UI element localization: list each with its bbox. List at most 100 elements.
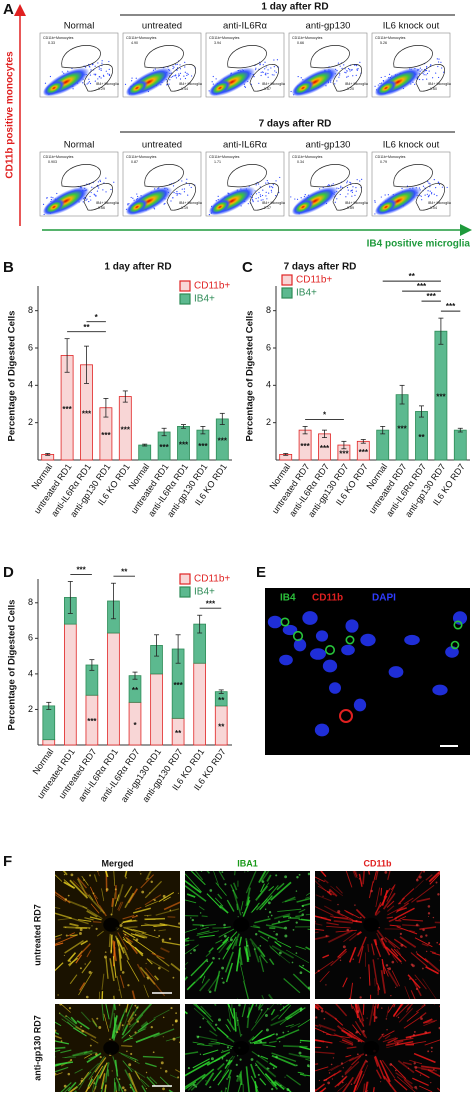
- significance: ***: [173, 681, 183, 690]
- speckle: [145, 1088, 148, 1090]
- fiber: [265, 924, 285, 930]
- fiber: [217, 1062, 225, 1071]
- fiber: [230, 884, 238, 899]
- speckle: [322, 1031, 325, 1033]
- fiber: [424, 958, 440, 973]
- event-dot: [184, 71, 186, 73]
- fiber: [113, 1017, 116, 1041]
- fiber: [341, 1039, 354, 1046]
- fiber: [376, 929, 388, 943]
- fiber: [362, 871, 366, 885]
- event-dot: [257, 200, 259, 202]
- fiber: [104, 871, 109, 878]
- speckle: [278, 951, 282, 955]
- fiber: [236, 957, 240, 968]
- event-dot: [61, 71, 63, 73]
- plot-label: anti-IL6Rα: [223, 21, 268, 32]
- gate: [415, 183, 445, 211]
- fiber: [349, 982, 354, 999]
- gate-label: CD11b+Monocytes: [43, 155, 74, 159]
- fiber: [94, 1074, 99, 1090]
- fiber: [77, 877, 88, 889]
- speckle: [320, 1009, 324, 1013]
- lesion: [363, 1041, 380, 1055]
- fiber: [105, 1062, 109, 1083]
- fiber: [55, 890, 56, 892]
- speckle: [400, 943, 404, 947]
- event-dot: [427, 190, 429, 192]
- nucleus: [345, 619, 359, 633]
- fiber: [70, 934, 78, 937]
- speckle: [222, 1056, 224, 1059]
- event-dot: [350, 182, 352, 184]
- fiber: [413, 1052, 436, 1064]
- fiber: [209, 1030, 218, 1037]
- fiber: [219, 904, 229, 914]
- speckle: [341, 1081, 344, 1084]
- speckle: [95, 1053, 98, 1056]
- speckle: [83, 879, 85, 881]
- fiber: [250, 1063, 257, 1079]
- fiber: [113, 1004, 117, 1011]
- event-dot: [270, 67, 272, 69]
- fiber: [230, 931, 238, 939]
- fiber: [221, 1055, 236, 1079]
- fiber: [270, 1015, 293, 1027]
- speckle: [301, 913, 305, 916]
- speckle: [299, 1008, 303, 1011]
- gate-label: CD11b+Monocytes: [126, 155, 157, 159]
- fiber: [296, 897, 310, 903]
- fiber: [232, 882, 238, 891]
- legend-swatch: [179, 293, 191, 305]
- fiber: [153, 1009, 170, 1019]
- fiber: [421, 1068, 434, 1072]
- gate-value: 5.26: [380, 41, 387, 45]
- fiber: [200, 926, 209, 930]
- fiber: [299, 1045, 310, 1051]
- legend-label: CD11b+: [296, 275, 332, 286]
- event-dot: [427, 196, 430, 198]
- flow-panels: 1 day after RDNormalCD11b+Monocytes0.33I…: [39, 2, 455, 217]
- speckle: [223, 934, 227, 938]
- fiber: [402, 918, 423, 922]
- speckle: [298, 1051, 302, 1055]
- speckle: [328, 890, 331, 893]
- speckle: [153, 929, 156, 932]
- fiber: [226, 1018, 236, 1031]
- speckle: [191, 918, 195, 922]
- fiber: [288, 1052, 310, 1060]
- speckle: [127, 984, 130, 987]
- speckle: [267, 901, 271, 905]
- y-tick-label: 6: [266, 342, 271, 352]
- speckle: [79, 928, 83, 932]
- fiber: [126, 1016, 135, 1026]
- fiber: [122, 930, 136, 939]
- event-dot: [374, 85, 376, 87]
- y-tick-label: 4: [28, 380, 33, 390]
- fiber: [381, 958, 386, 975]
- fiber: [97, 838, 102, 850]
- event-dot: [438, 183, 441, 186]
- event-dot: [260, 199, 262, 201]
- ib4-signal: [292, 630, 304, 642]
- x-axis-label: IB4 positive microglia: [367, 239, 471, 250]
- event-dot: [105, 191, 107, 193]
- fiber: [271, 1052, 297, 1063]
- speckle: [55, 1029, 57, 1032]
- fiber: [374, 1055, 386, 1080]
- fiber: [380, 970, 386, 994]
- speckle: [323, 1079, 326, 1082]
- event-dot: [173, 66, 175, 68]
- speckle: [160, 1067, 162, 1069]
- event-dot: [297, 75, 299, 78]
- y-tick-label: 8: [266, 305, 271, 315]
- fiber: [200, 1005, 212, 1018]
- fiber: [344, 909, 360, 919]
- event-dot: [90, 69, 92, 71]
- fiber: [124, 1037, 134, 1041]
- speckle: [270, 914, 273, 917]
- event-dot: [97, 181, 100, 183]
- fiber: [123, 926, 138, 929]
- fiber: [297, 1018, 310, 1028]
- fiber: [402, 1061, 412, 1066]
